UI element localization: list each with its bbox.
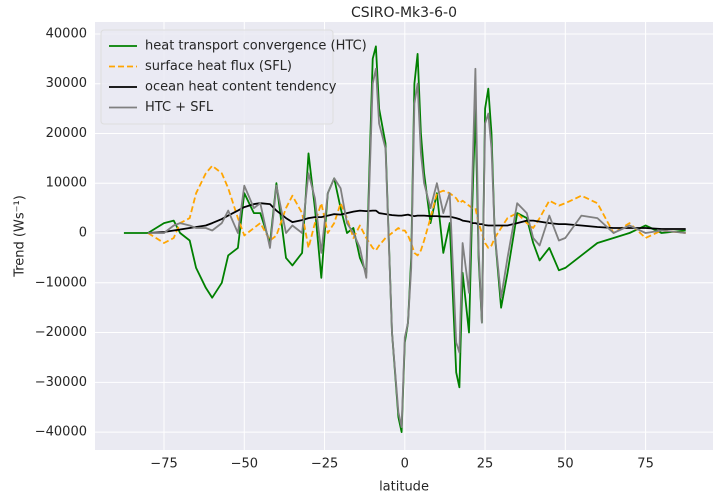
x-tick-label: −75 (150, 457, 177, 472)
series-line (147, 202, 686, 234)
y-tick-label: −40000 (35, 425, 87, 440)
y-axis-label: Trend (Ws⁻¹) (13, 195, 28, 278)
x-tick-label: 50 (557, 457, 574, 472)
chart-title: CSIRO-Mk3-6-0 (351, 5, 457, 21)
x-tick-label: 75 (637, 457, 654, 472)
y-tick-label: 30000 (46, 76, 87, 91)
legend-box (100, 29, 334, 125)
legend-label: heat transport convergence (HTC) (145, 39, 367, 54)
y-tick-label: −20000 (35, 325, 87, 340)
x-tick-label: 0 (401, 457, 409, 472)
y-tick-label: 0 (79, 226, 87, 241)
y-tick-label: 40000 (46, 26, 87, 41)
legend-label: ocean heat content tendency (145, 80, 337, 95)
x-tick-label: 25 (477, 457, 494, 472)
y-tick-label: −30000 (35, 375, 87, 390)
legend-label: surface heat flux (SFL) (145, 59, 292, 74)
series-line (147, 164, 686, 257)
series-line (148, 67, 686, 428)
y-tick-label: 10000 (46, 176, 87, 191)
x-tick-label: −50 (231, 457, 258, 472)
y-tick-label: 20000 (46, 126, 87, 141)
x-axis-label: latitude (379, 480, 429, 495)
x-tick-label: −25 (311, 457, 338, 472)
legend-label: HTC + SFL (145, 100, 214, 115)
y-tick-label: −10000 (35, 275, 87, 290)
